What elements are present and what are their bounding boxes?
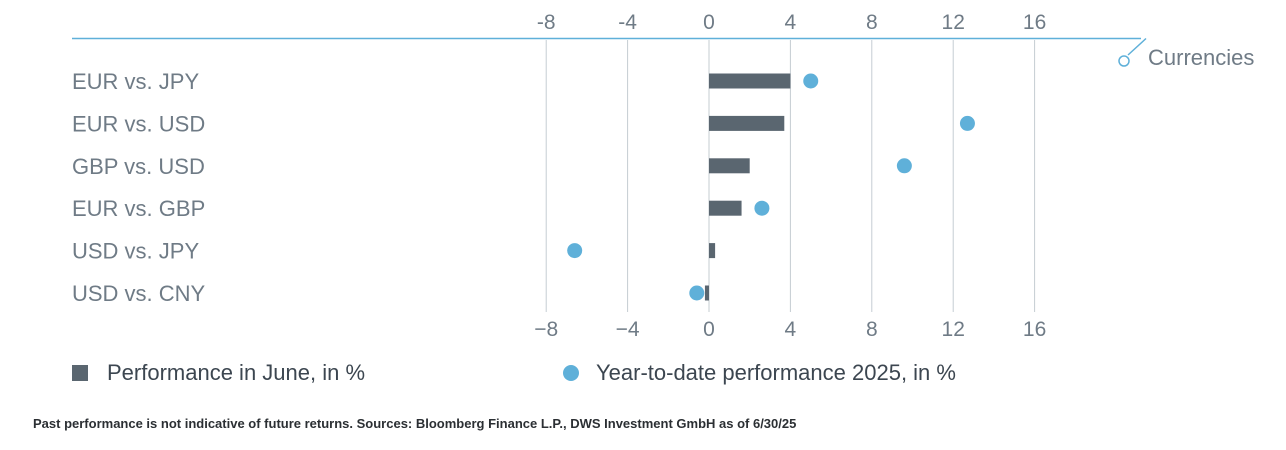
section-label: Currencies — [1148, 45, 1254, 70]
category-label: USD vs. CNY — [72, 281, 206, 306]
dot-ytd — [803, 73, 819, 89]
bar-june — [709, 115, 785, 131]
dot-ytd — [959, 115, 975, 131]
source-note: Past performance is not indicative of fu… — [33, 416, 797, 431]
x-tick-label-top: 0 — [703, 11, 715, 34]
x-tick-label-bottom: 0 — [703, 318, 715, 341]
section-marker — [1118, 55, 1130, 67]
legend-label-june: Performance in June, in % — [107, 360, 366, 385]
dot-ytd — [567, 243, 583, 259]
category-label: EUR vs. GBP — [72, 196, 205, 221]
dot-ytd — [896, 158, 912, 174]
bar-june — [709, 158, 750, 174]
x-tick-label-bottom: 16 — [1023, 318, 1046, 341]
chart: Currencies -8 −8 -4 −4 0 0 4 4 8 8 12 12 16 16 EUR vs. … — [72, 11, 1254, 341]
bar-june — [709, 200, 742, 216]
x-tick-label-top: -8 — [537, 11, 556, 34]
x-tick-label-top: 8 — [866, 11, 878, 34]
x-tick-label-bottom: 8 — [866, 318, 878, 341]
legend-item-june: Performance in June, in % — [72, 360, 365, 386]
x-tick-label-top: -4 — [618, 11, 637, 34]
section-rule-diagonal — [1127, 37, 1147, 56]
legend-bar-swatch — [72, 365, 88, 381]
bar-june — [704, 285, 709, 301]
legend-dot-swatch — [563, 365, 579, 381]
x-tick-label-bottom: 12 — [942, 318, 965, 341]
legend-label-ytd: Year-to-date performance 2025, in % — [596, 360, 956, 385]
x-tick-label-top: 16 — [1023, 11, 1046, 34]
x-tick-label-top: 4 — [785, 11, 797, 34]
category-label: EUR vs. USD — [72, 111, 205, 136]
x-tick-label-bottom: −8 — [534, 318, 558, 341]
legend-item-ytd: Year-to-date performance 2025, in % — [563, 360, 956, 386]
x-tick-label-top: 12 — [942, 11, 965, 34]
legend: Performance in June, in % Year-to-date p… — [0, 360, 1286, 390]
category-label: GBP vs. USD — [72, 154, 205, 179]
x-tick-label-bottom: 4 — [785, 318, 797, 341]
bar-june — [709, 243, 716, 259]
bar-june — [709, 73, 791, 89]
x-tick-label-bottom: −4 — [616, 318, 640, 341]
dot-ytd — [754, 200, 770, 216]
category-label: USD vs. JPY — [72, 239, 199, 264]
category-label: EUR vs. JPY — [72, 69, 199, 94]
dot-ytd — [689, 285, 705, 301]
